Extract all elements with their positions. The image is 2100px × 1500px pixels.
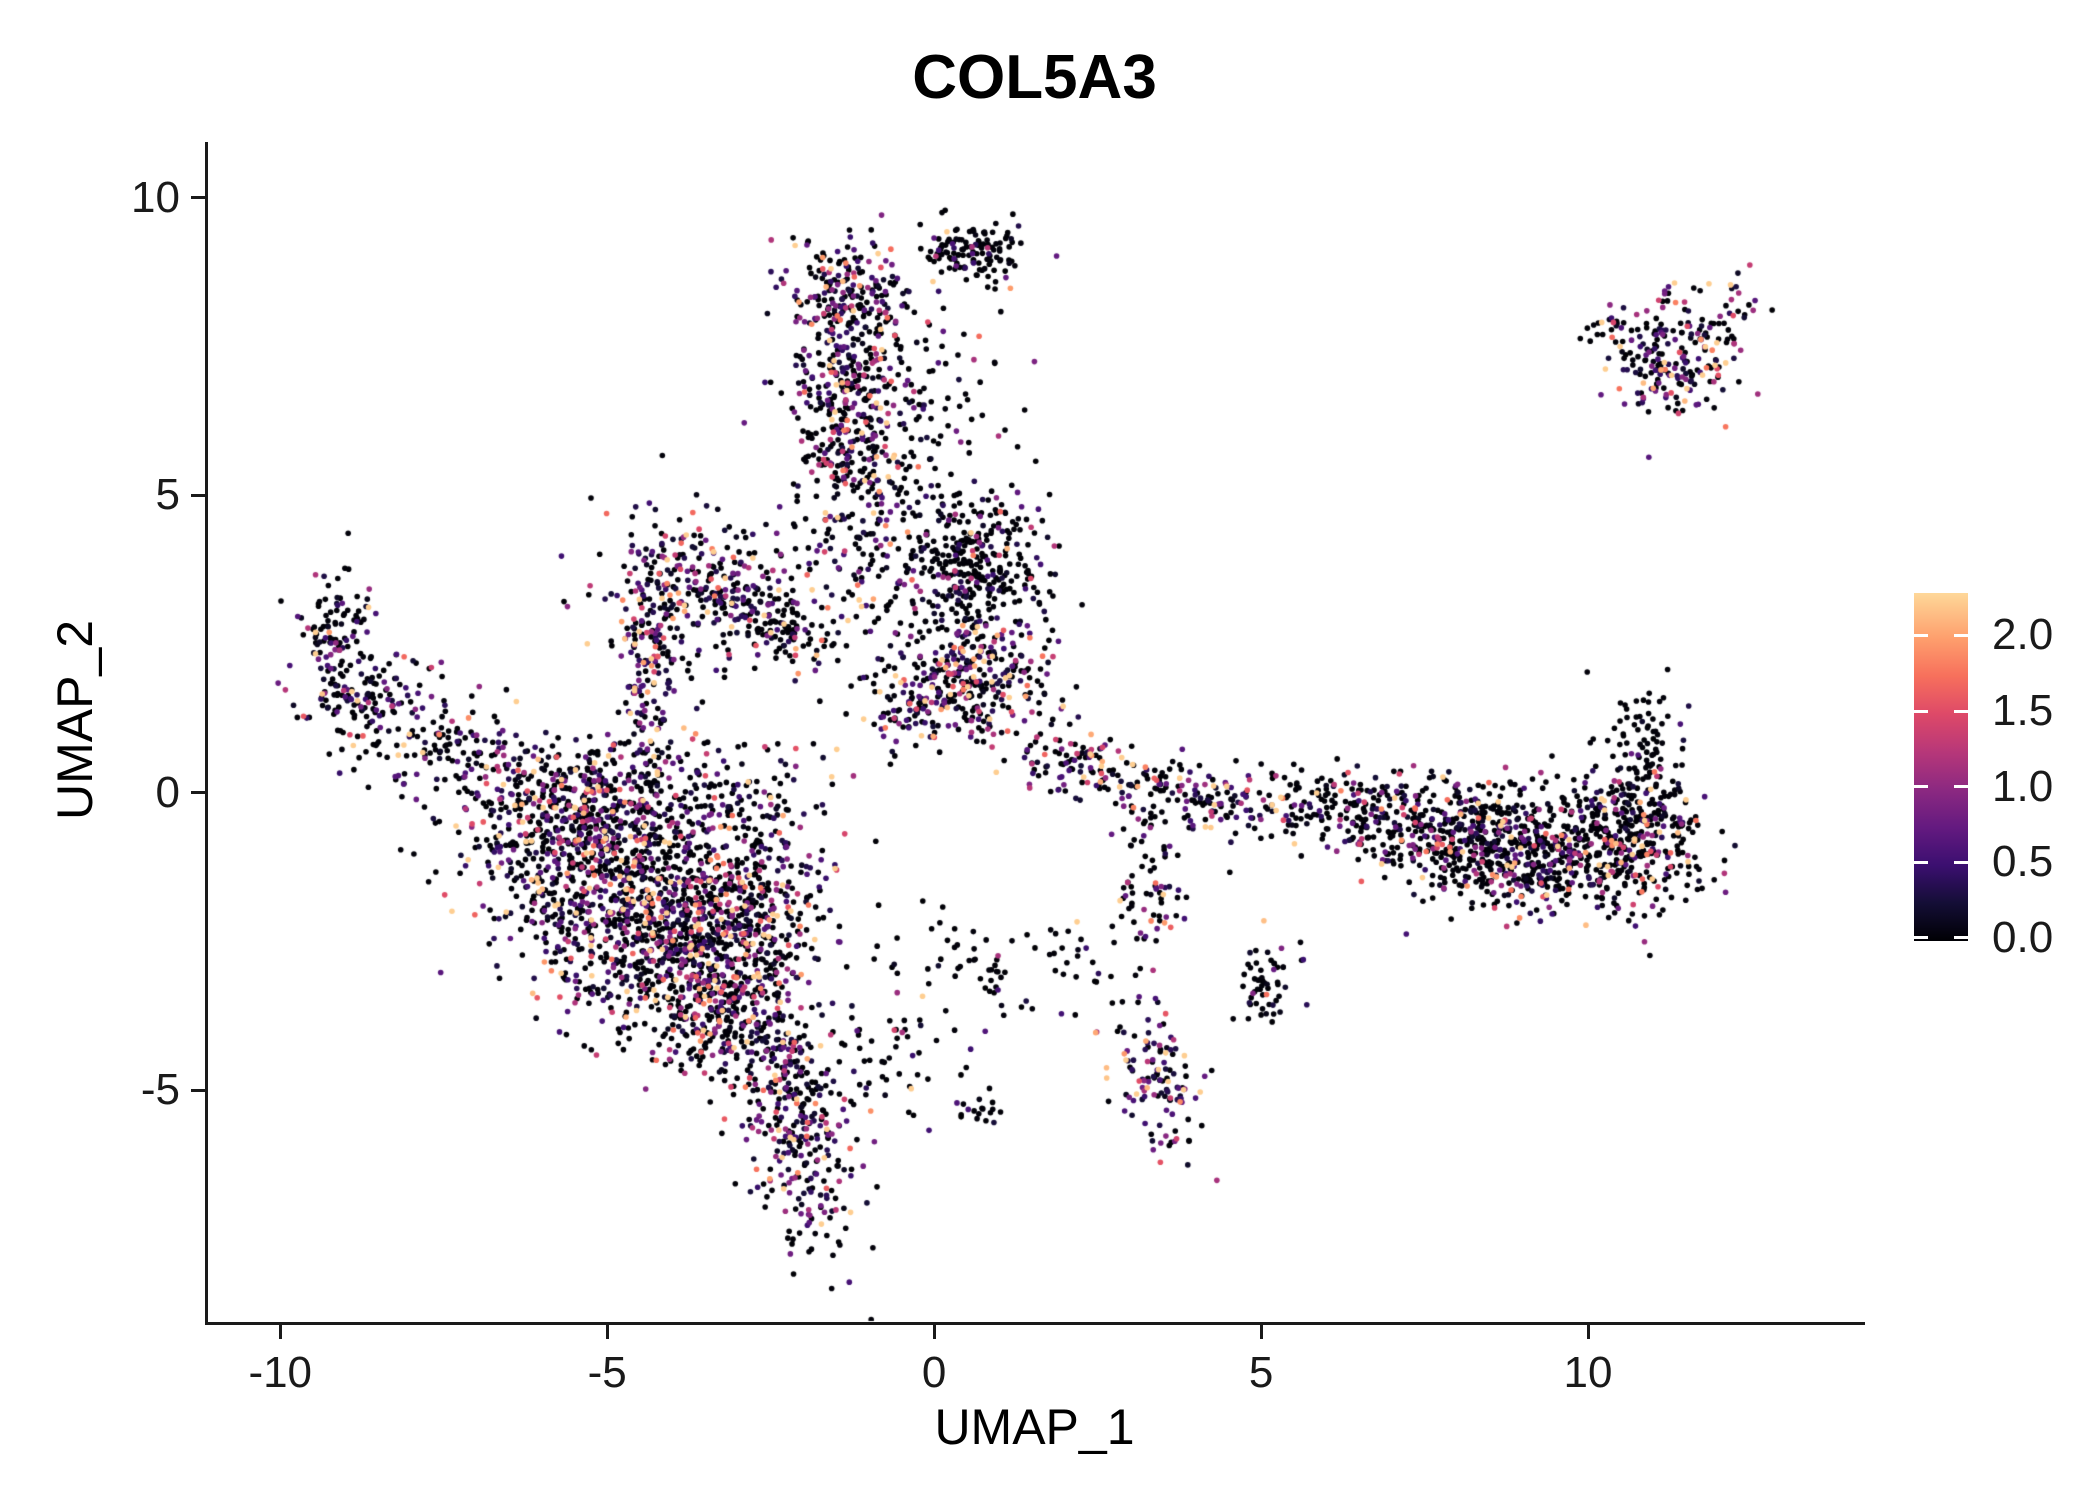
y-tick-mark <box>191 1088 205 1092</box>
legend-tick-mark <box>1954 860 1968 864</box>
legend-tick-mark <box>1954 709 1968 713</box>
legend-tick-label: 2.0 <box>1992 610 2054 660</box>
x-tick-label: 0 <box>921 1348 947 1397</box>
x-tick-mark <box>605 1325 609 1339</box>
x-tick-mark <box>1259 1325 1263 1339</box>
legend-tick-mark <box>1914 936 1928 940</box>
y-tick-mark <box>191 196 205 200</box>
legend-gradient-bar <box>1914 593 1968 941</box>
plot-title: COL5A3 <box>912 43 1157 112</box>
x-tick-label: -10 <box>248 1348 313 1397</box>
legend-tick-label: 1.0 <box>1992 761 2054 811</box>
legend-tick-label: 1.5 <box>1992 686 2054 736</box>
y-axis-label: UMAP_2 <box>47 619 103 821</box>
x-axis-line <box>205 1322 1865 1325</box>
y-tick-mark <box>191 791 205 795</box>
legend-tick-label: 0.5 <box>1992 837 2054 887</box>
x-tick-mark <box>278 1325 282 1339</box>
y-tick-mark <box>191 493 205 497</box>
legend-tick-mark <box>1914 860 1928 864</box>
x-axis-label: UMAP_1 <box>934 1399 1135 1455</box>
legend-tick-label: 0.0 <box>1992 912 2054 962</box>
legend-tick-mark <box>1954 936 1968 940</box>
y-tick-label: -5 <box>140 1065 180 1115</box>
x-tick-mark <box>1586 1325 1590 1339</box>
legend-tick-mark <box>1914 709 1928 713</box>
y-tick-label: 10 <box>131 172 180 222</box>
legend-tick-mark <box>1954 633 1968 637</box>
x-tick-label: 5 <box>1248 1348 1274 1397</box>
legend-tick-mark <box>1914 633 1928 637</box>
y-tick-label: 0 <box>155 767 180 817</box>
legend-tick-mark <box>1914 785 1928 789</box>
x-tick-mark <box>932 1325 936 1339</box>
y-axis-line <box>205 142 208 1325</box>
x-tick-label: 10 <box>1563 1348 1613 1397</box>
legend-tick-mark <box>1954 785 1968 789</box>
y-tick-label: 5 <box>155 470 180 520</box>
x-tick-label: -5 <box>587 1348 627 1397</box>
